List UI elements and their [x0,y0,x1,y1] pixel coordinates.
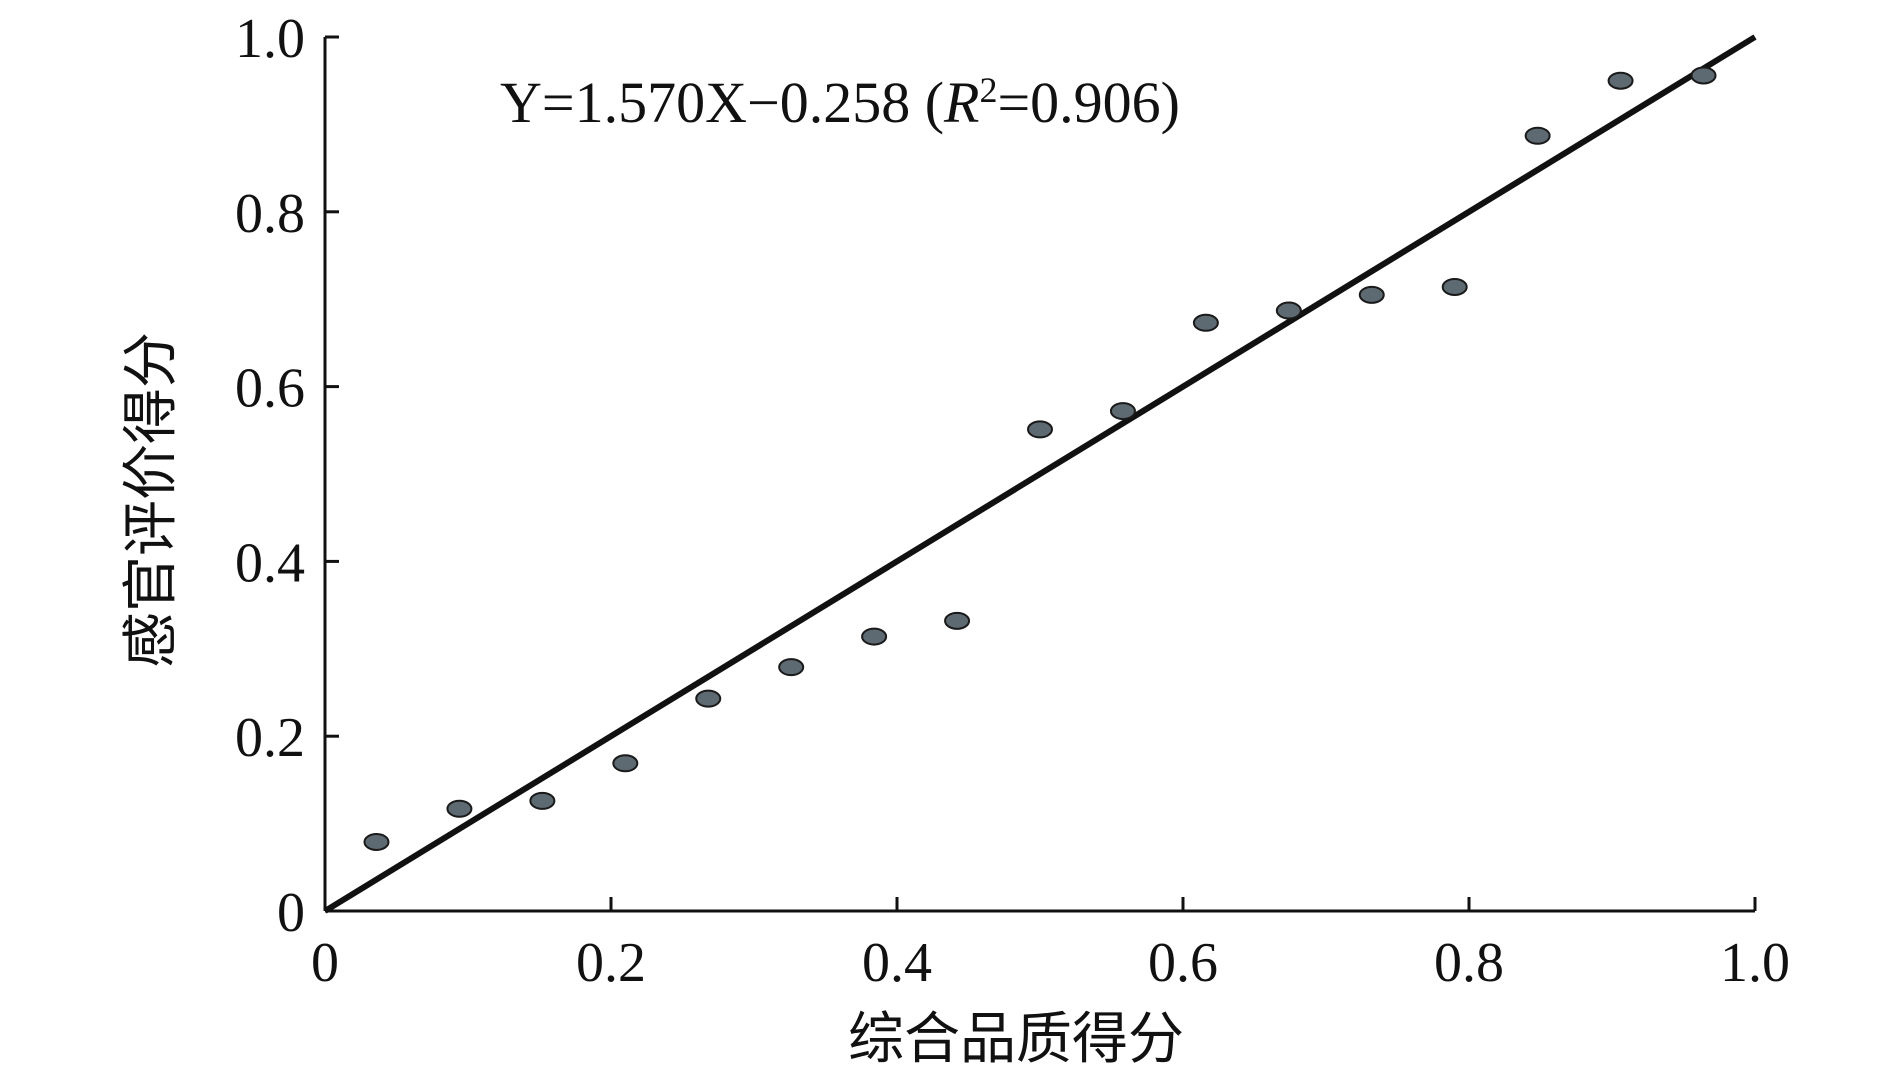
x-tick-label: 0.8 [1434,932,1504,994]
data-point [1358,285,1385,304]
y-tick-label: 0.4 [235,532,305,594]
x-tick-label: 0.2 [576,932,646,994]
data-point [363,832,390,851]
regression-line [323,34,1757,914]
y-tick-label: 0.6 [235,358,305,420]
y-tick-label: 1.0 [235,8,305,70]
x-tick-label: 0.6 [1148,932,1218,994]
data-point [861,627,888,646]
data-point [612,754,639,773]
data-point [529,791,556,810]
fit-line-group [323,34,1757,914]
data-point [944,611,971,630]
data-point [1690,66,1717,85]
data-point [1524,126,1551,145]
y-tick-label: 0.8 [235,183,305,245]
data-point [1607,71,1634,90]
data-point [1027,420,1053,439]
points-group [363,66,1717,851]
data-point [778,658,805,677]
data-point [1441,277,1468,296]
data-point [695,689,722,708]
x-axis-title: 综合品质得分 [848,1007,1184,1072]
x-tick-label: 0 [311,932,339,994]
data-point [1275,301,1302,320]
regression-equation: Y=1.570X−0.258 (R2=0.906) [500,70,1180,135]
tick-labels: 0 0.2 0.4 0.6 0.8 1.0 0 0.2 0.4 0.6 0.8 1.0 [235,8,1790,994]
x-tick-label: 1.0 [1720,932,1790,994]
axes [323,35,1757,913]
data-point [1109,402,1136,421]
y-tick-label: 0 [277,882,305,944]
data-point [1192,313,1219,332]
y-axis-title: 感官评价得分 [119,332,184,668]
data-point [446,799,473,818]
y-tick-label: 0.2 [235,707,305,769]
x-tick-label: 0.4 [862,932,932,994]
